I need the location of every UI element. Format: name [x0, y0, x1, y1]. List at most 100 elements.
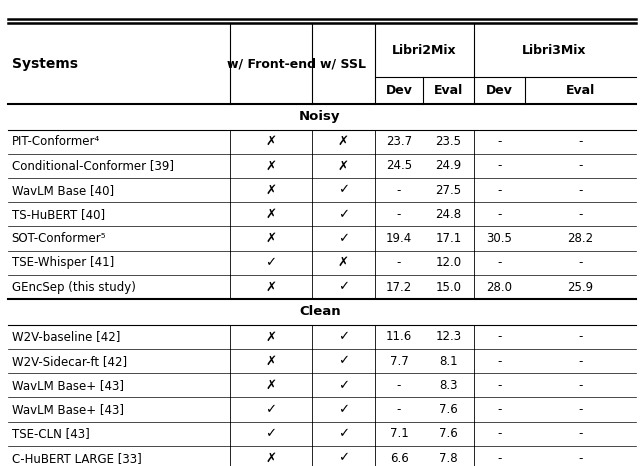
- Text: W2V-baseline [42]: W2V-baseline [42]: [12, 330, 120, 343]
- Text: TSE-CLN [43]: TSE-CLN [43]: [12, 427, 89, 440]
- Text: 17.2: 17.2: [386, 281, 412, 294]
- Text: Systems: Systems: [12, 56, 77, 71]
- Text: ✓: ✓: [338, 232, 349, 245]
- Text: w/ SSL: w/ SSL: [321, 57, 366, 70]
- Text: 7.6: 7.6: [439, 403, 458, 416]
- Text: ✗: ✗: [266, 379, 276, 392]
- Text: -: -: [397, 256, 401, 269]
- Text: 30.5: 30.5: [486, 232, 512, 245]
- Text: 7.7: 7.7: [390, 355, 408, 368]
- Text: ✗: ✗: [266, 452, 276, 465]
- Text: 12.0: 12.0: [435, 256, 461, 269]
- Text: Dev: Dev: [486, 84, 513, 97]
- Text: -: -: [497, 256, 501, 269]
- Text: ✗: ✗: [266, 159, 276, 172]
- Text: ✗: ✗: [266, 355, 276, 368]
- Text: ✓: ✓: [338, 330, 349, 343]
- Text: Conditional-Conformer [39]: Conditional-Conformer [39]: [12, 159, 173, 172]
- Text: 17.1: 17.1: [435, 232, 461, 245]
- Text: 25.9: 25.9: [567, 281, 593, 294]
- Text: WavLM Base+ [43]: WavLM Base+ [43]: [12, 379, 124, 392]
- Text: 28.2: 28.2: [567, 232, 593, 245]
- Text: 8.1: 8.1: [439, 355, 458, 368]
- Text: -: -: [397, 208, 401, 221]
- Text: 7.6: 7.6: [439, 427, 458, 440]
- Text: Clean: Clean: [299, 306, 341, 318]
- Text: ✓: ✓: [338, 184, 349, 197]
- Text: Dev: Dev: [386, 84, 412, 97]
- Text: -: -: [397, 379, 401, 392]
- Text: ✓: ✓: [338, 427, 349, 440]
- Text: 28.0: 28.0: [486, 281, 512, 294]
- Text: 23.7: 23.7: [386, 135, 412, 148]
- Text: ✓: ✓: [266, 403, 276, 416]
- Text: ✓: ✓: [338, 281, 349, 294]
- Text: Eval: Eval: [434, 84, 463, 97]
- Text: -: -: [578, 208, 582, 221]
- Text: -: -: [578, 159, 582, 172]
- Text: ✗: ✗: [266, 208, 276, 221]
- Text: -: -: [497, 330, 501, 343]
- Text: ✗: ✗: [266, 135, 276, 148]
- Text: ✓: ✓: [338, 355, 349, 368]
- Text: 24.9: 24.9: [435, 159, 461, 172]
- Text: 15.0: 15.0: [435, 281, 461, 294]
- Text: ✓: ✓: [338, 452, 349, 465]
- Text: w/ Front-end: w/ Front-end: [227, 57, 316, 70]
- Text: ✗: ✗: [266, 330, 276, 343]
- Text: 8.3: 8.3: [439, 379, 458, 392]
- Text: -: -: [497, 208, 501, 221]
- Text: -: -: [497, 427, 501, 440]
- Text: -: -: [578, 427, 582, 440]
- Text: -: -: [497, 379, 501, 392]
- Text: 11.6: 11.6: [386, 330, 412, 343]
- Text: 27.5: 27.5: [435, 184, 461, 197]
- Text: Eval: Eval: [566, 84, 595, 97]
- Text: ✗: ✗: [338, 159, 349, 172]
- Text: 12.3: 12.3: [435, 330, 461, 343]
- Text: GEncSep (this study): GEncSep (this study): [12, 281, 136, 294]
- Text: -: -: [578, 135, 582, 148]
- Text: ✓: ✓: [338, 403, 349, 416]
- Text: 7.8: 7.8: [439, 452, 458, 465]
- Text: C-HuBERT LARGE [33]: C-HuBERT LARGE [33]: [12, 452, 141, 465]
- Text: -: -: [578, 403, 582, 416]
- Text: TS-HuBERT [40]: TS-HuBERT [40]: [12, 208, 105, 221]
- Text: WavLM Base+ [43]: WavLM Base+ [43]: [12, 403, 124, 416]
- Text: WavLM Base [40]: WavLM Base [40]: [12, 184, 114, 197]
- Text: -: -: [397, 184, 401, 197]
- Text: 7.1: 7.1: [390, 427, 408, 440]
- Text: -: -: [497, 452, 501, 465]
- Text: 19.4: 19.4: [386, 232, 412, 245]
- Text: ✗: ✗: [266, 281, 276, 294]
- Text: ✗: ✗: [338, 135, 349, 148]
- Text: 6.6: 6.6: [390, 452, 408, 465]
- Text: PIT-Conformer⁴: PIT-Conformer⁴: [12, 135, 100, 148]
- Text: Libri2Mix: Libri2Mix: [392, 44, 456, 56]
- Text: -: -: [578, 452, 582, 465]
- Text: W2V-Sidecar-ft [42]: W2V-Sidecar-ft [42]: [12, 355, 127, 368]
- Text: -: -: [397, 403, 401, 416]
- Text: TSE-Whisper [41]: TSE-Whisper [41]: [12, 256, 114, 269]
- Text: 23.5: 23.5: [435, 135, 461, 148]
- Text: -: -: [578, 256, 582, 269]
- Text: ✗: ✗: [338, 256, 349, 269]
- Text: -: -: [497, 403, 501, 416]
- Text: ✗: ✗: [266, 232, 276, 245]
- Text: ✗: ✗: [266, 184, 276, 197]
- Text: -: -: [497, 159, 501, 172]
- Text: -: -: [578, 355, 582, 368]
- Text: -: -: [497, 355, 501, 368]
- Text: -: -: [497, 135, 501, 148]
- Text: ✓: ✓: [338, 208, 349, 221]
- Text: -: -: [578, 184, 582, 197]
- Text: ✓: ✓: [266, 256, 276, 269]
- Text: -: -: [578, 379, 582, 392]
- Text: -: -: [578, 330, 582, 343]
- Text: 24.8: 24.8: [435, 208, 461, 221]
- Text: Libri3Mix: Libri3Mix: [522, 44, 587, 56]
- Text: ✓: ✓: [266, 427, 276, 440]
- Text: 24.5: 24.5: [386, 159, 412, 172]
- Text: Noisy: Noisy: [300, 110, 340, 123]
- Text: SOT-Conformer⁵: SOT-Conformer⁵: [12, 232, 106, 245]
